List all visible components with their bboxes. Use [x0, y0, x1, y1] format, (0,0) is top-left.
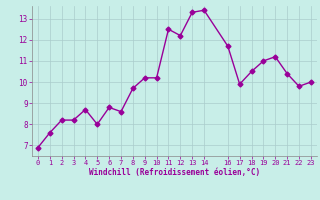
X-axis label: Windchill (Refroidissement éolien,°C): Windchill (Refroidissement éolien,°C) — [89, 168, 260, 177]
